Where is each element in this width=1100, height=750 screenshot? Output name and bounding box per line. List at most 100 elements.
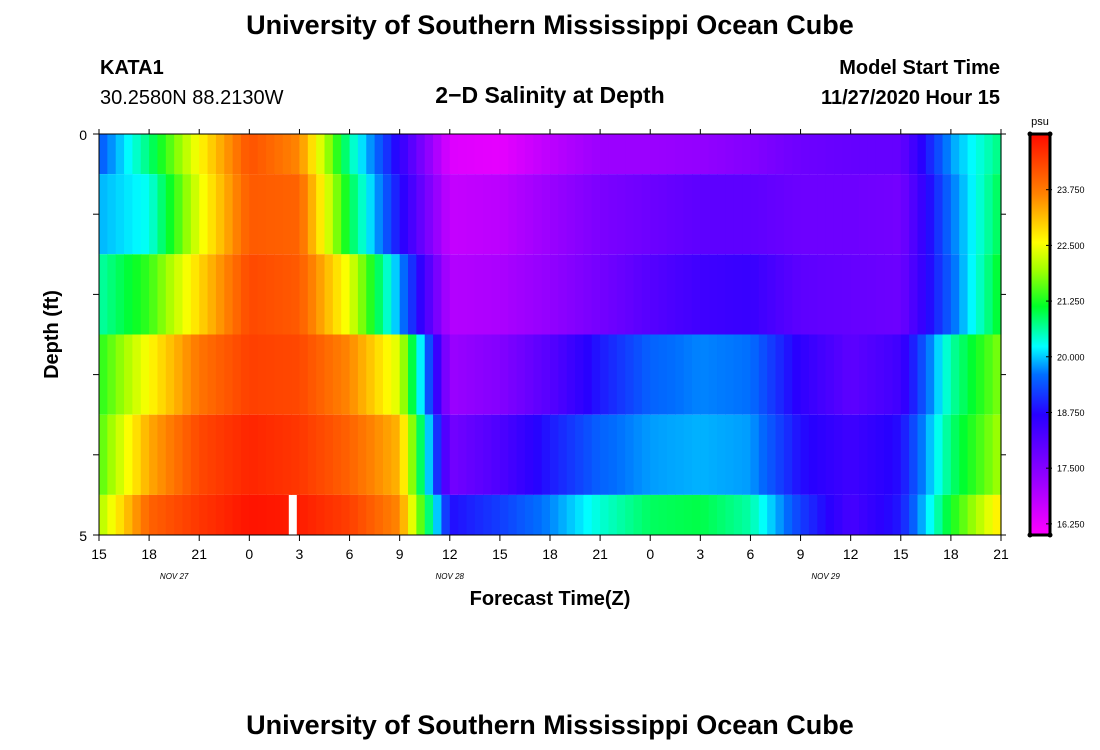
heatmap-cell: [925, 414, 935, 495]
heatmap-cell: [900, 174, 910, 255]
heatmap-cell: [708, 174, 718, 255]
heatmap-cell: [424, 174, 434, 255]
colorbar-unit: psu: [1031, 116, 1049, 128]
heatmap-cell: [758, 334, 768, 415]
heatmap-cell: [449, 494, 459, 535]
heatmap-cell: [767, 334, 777, 415]
heatmap-cell: [174, 174, 184, 255]
heatmap-cell: [591, 334, 601, 415]
heatmap-cell: [132, 334, 142, 415]
heatmap-cell: [190, 174, 200, 255]
heatmap-cell: [959, 254, 969, 335]
heatmap-cell: [491, 494, 501, 535]
heatmap-cell: [775, 254, 785, 335]
heatmap-cell: [859, 494, 868, 535]
heatmap-cell: [717, 494, 726, 535]
heatmap-cell: [825, 494, 835, 535]
heatmap-cell: [783, 134, 793, 175]
heatmap-cell: [299, 134, 309, 175]
heatmap-cell: [683, 174, 693, 255]
heatmap-cell: [207, 174, 217, 255]
heatmap-cell: [349, 334, 359, 415]
heatmap-cell: [825, 414, 835, 495]
heatmap-cell: [266, 494, 275, 535]
heatmap-cell: [917, 414, 927, 495]
heatmap-cell: [550, 174, 559, 255]
heatmap-cell: [341, 334, 351, 415]
heatmap-cell: [299, 174, 309, 255]
heatmap-cell: [215, 414, 225, 495]
heatmap-cell: [157, 414, 167, 495]
heatmap-cell: [516, 134, 526, 175]
heatmap-cell: [299, 334, 309, 415]
heatmap-cell: [266, 254, 275, 335]
heatmap-cell: [984, 134, 994, 175]
heatmap-cell: [575, 334, 585, 415]
heatmap-cell: [633, 334, 643, 415]
heatmap-cell: [900, 414, 910, 495]
heatmap-cell: [934, 494, 944, 535]
heatmap-cell: [867, 134, 877, 175]
heatmap-cell: [842, 494, 852, 535]
heatmap-cell: [207, 334, 217, 415]
heatmap-cell: [483, 414, 493, 495]
heatmap-cell: [800, 134, 810, 175]
heatmap-cell: [449, 334, 459, 415]
heatmap-cell: [499, 174, 509, 255]
heatmap-cell: [942, 174, 952, 255]
heatmap-cell: [867, 254, 877, 335]
colorbar-tick-label: 17.500: [1057, 464, 1085, 474]
heatmap-cell: [975, 414, 985, 495]
heatmap-cell: [967, 174, 977, 255]
heatmap-cell: [591, 254, 601, 335]
heatmap-cell: [433, 134, 443, 175]
heatmap-cell: [424, 334, 434, 415]
heatmap-cell: [215, 254, 225, 335]
heatmap-cell: [992, 414, 1002, 495]
heatmap-cell: [366, 174, 376, 255]
heatmap-cell: [424, 494, 434, 535]
heatmap-cell: [474, 414, 484, 495]
heatmap-cell: [917, 174, 927, 255]
heatmap-cell: [207, 414, 217, 495]
heatmap-cell: [875, 254, 885, 335]
y-axis-label: Depth (ft): [41, 290, 63, 379]
heatmap-cell: [959, 494, 969, 535]
heatmap-cell: [124, 334, 134, 415]
heatmap-cell: [742, 134, 752, 175]
heatmap-cell: [316, 254, 326, 335]
heatmap-cell: [424, 414, 434, 495]
heatmap-cell: [124, 254, 134, 335]
heatmap-cell: [124, 494, 134, 535]
heatmap-cell: [892, 174, 902, 255]
heatmap-cell: [257, 494, 267, 535]
heatmap-cell: [775, 134, 785, 175]
heatmap-cell: [307, 334, 317, 415]
heatmap-cell: [349, 174, 359, 255]
heatmap-cell: [950, 414, 960, 495]
heatmap-cell: [149, 254, 159, 335]
heatmap-cell: [215, 334, 225, 415]
heatmap-cell: [859, 254, 868, 335]
heatmap-cell: [558, 414, 568, 495]
x-tick-label: 3: [296, 546, 304, 562]
heatmap-cell: [441, 134, 451, 175]
heatmap-cell: [249, 134, 259, 175]
heatmap-cell: [516, 174, 526, 255]
heatmap-cell: [583, 254, 593, 335]
heatmap-cell: [282, 254, 292, 335]
heatmap-cell: [792, 134, 802, 175]
heatmap-cell: [633, 414, 643, 495]
heatmap-cell: [850, 134, 860, 175]
heatmap-cell: [382, 254, 392, 335]
heatmap-cell: [633, 134, 643, 175]
heatmap-cell: [207, 254, 217, 335]
heatmap-cell: [691, 414, 701, 495]
heatmap-cell: [792, 334, 802, 415]
heatmap-cell: [190, 414, 200, 495]
heatmap-cell: [458, 174, 468, 255]
heatmap-cell: [691, 174, 701, 255]
heatmap-cell: [608, 494, 618, 535]
heatmap-cell: [717, 414, 726, 495]
